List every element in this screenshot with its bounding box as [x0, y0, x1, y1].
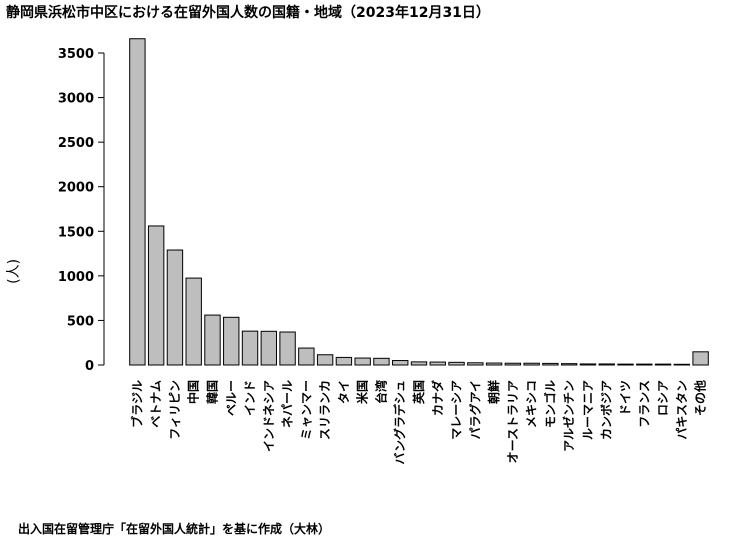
- bar: [467, 362, 484, 366]
- x-category-label: 台湾: [373, 380, 388, 404]
- bars: [129, 38, 709, 366]
- bar: [166, 249, 184, 366]
- bar-chart: 0 500 1000 1500 2000 2500 3000 3500 ブラジル ベトナム フィリ…: [6, 38, 709, 465]
- x-category-label: パラグアイ: [467, 380, 482, 439]
- x-category-label: オーストラリア: [506, 380, 520, 463]
- x-category-label: アルゼンチン: [561, 380, 576, 452]
- bar: [692, 351, 709, 366]
- bar: [429, 361, 446, 366]
- x-category-label: 米国: [355, 380, 370, 404]
- bar: [373, 357, 390, 366]
- y-tick-label: 2500: [58, 136, 94, 151]
- x-category-label: インドネシア: [262, 380, 276, 452]
- bar: [129, 38, 146, 366]
- chart-title: 静岡県浜松市中区における在留外国人数の国籍・地域（2023年12月31日）: [6, 5, 490, 21]
- x-category-label: ベトナム: [149, 380, 163, 428]
- x-category-label: スリランカ: [318, 380, 332, 440]
- bar: [523, 362, 540, 366]
- x-category-label: その他: [693, 380, 708, 416]
- bar: [279, 331, 296, 366]
- bar: [654, 363, 672, 366]
- bar: [316, 354, 334, 366]
- bar: [504, 362, 522, 366]
- bar: [204, 314, 221, 366]
- bar: [485, 362, 503, 366]
- x-category-label: ブラジル: [129, 380, 144, 428]
- y-tick-label: 2000: [58, 181, 94, 196]
- y-tick-label: 1500: [58, 225, 94, 240]
- source-caption: 出入国在留管理庁「在留外国人統計」を基に作成（大林）: [18, 522, 331, 536]
- y-axis-label: (人): [6, 259, 22, 284]
- x-category-label: ロシア: [656, 380, 670, 416]
- x-category-label: モンゴル: [542, 380, 557, 428]
- bar: [673, 363, 691, 366]
- bar: [298, 347, 315, 366]
- bar: [185, 277, 202, 366]
- bar: [448, 361, 465, 366]
- x-category-label: インド: [243, 380, 257, 416]
- x-category-label: 中国: [186, 380, 201, 404]
- x-category-label: ペルー: [224, 380, 238, 416]
- bar: [410, 361, 428, 366]
- x-category-label: フランス: [637, 380, 651, 428]
- x-category-label: ルーマニア: [581, 380, 595, 440]
- y-tick-label: 500: [67, 314, 94, 329]
- y-tick-label: 3000: [58, 92, 94, 107]
- bar: [636, 363, 653, 366]
- x-category-label: 朝鮮: [486, 380, 501, 404]
- x-category-label: カナダ: [430, 380, 445, 416]
- y-tick-label: 3500: [58, 47, 94, 62]
- bar: [223, 316, 240, 366]
- y-tick-label: 1000: [58, 270, 94, 285]
- x-category-label: パキスタン: [675, 380, 689, 440]
- bar: [392, 360, 409, 366]
- x-category-label: タイ: [337, 380, 351, 404]
- bar: [335, 356, 353, 366]
- bar: [354, 357, 371, 366]
- x-category-label: ネパール: [281, 380, 295, 428]
- x-category-label: カンボジア: [599, 380, 614, 440]
- x-category-label: 英国: [411, 380, 426, 404]
- x-category-label: ミャンマー: [299, 380, 313, 440]
- x-category-label: 韓国: [204, 380, 219, 404]
- x-category-label: バングラデシュ: [392, 380, 407, 465]
- bar: [598, 363, 615, 366]
- bar: [147, 225, 165, 366]
- bar: [542, 362, 559, 366]
- x-category-label: フィリピン: [168, 380, 182, 440]
- bar: [617, 363, 634, 366]
- bar: [561, 363, 578, 366]
- y-tick-label: 0: [85, 359, 94, 374]
- bar: [579, 363, 597, 366]
- x-category-label: メキシコ: [525, 380, 539, 428]
- y-axis: 0 500 1000 1500 2000 2500 3000 3500: [58, 47, 105, 374]
- x-category-label: ドイツ: [619, 380, 633, 416]
- x-category-label: マレーシア: [450, 380, 464, 440]
- x-axis-labels: ブラジル ベトナム フィリピン 中国 韓国 ペルー インド インドネシア ネパール ミャンマー スリ…: [129, 380, 707, 465]
- bar: [260, 330, 277, 366]
- bar: [241, 330, 259, 366]
